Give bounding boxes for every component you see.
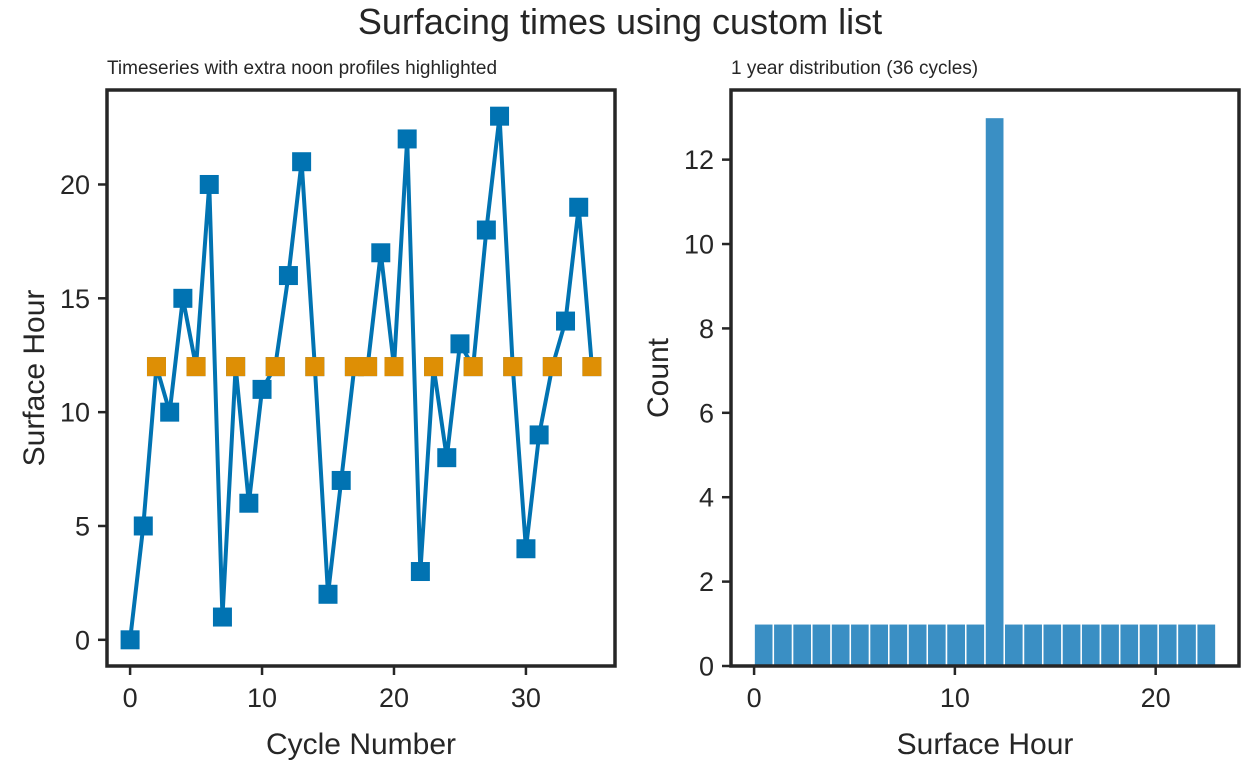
histogram-bar <box>1176 623 1198 667</box>
noon-profile-marker <box>542 357 562 377</box>
timeseries-panel: Timeseries with extra noon profiles high… <box>18 58 617 761</box>
histogram-bar <box>1022 623 1044 667</box>
noon-profile-marker <box>305 357 325 377</box>
histogram-y-tick-label: 2 <box>699 567 714 597</box>
histogram-bar <box>1003 623 1025 667</box>
surface-hour-marker <box>516 539 536 559</box>
histogram-frame <box>729 88 1241 668</box>
surface-hour-marker <box>292 152 312 172</box>
surface-hour-marker <box>120 630 140 650</box>
timeseries-y-axis: 0 5 10 15 20 <box>60 170 107 655</box>
surface-hour-marker <box>239 493 259 513</box>
histogram-title: 1 year distribution (36 cycles) <box>731 58 978 79</box>
noon-profile-marker <box>503 357 523 377</box>
timeseries-y-label: Surface Hour <box>18 290 51 467</box>
timeseries-plot-area <box>120 106 602 650</box>
histogram-x-tick-label: 0 <box>747 683 762 713</box>
histogram-bar <box>772 623 794 667</box>
histogram-bar <box>965 623 986 667</box>
timeseries-y-tick-label: 10 <box>60 398 90 428</box>
histogram-y-tick-label: 10 <box>684 230 714 260</box>
timeseries-x-tick-label: 30 <box>511 683 541 713</box>
histogram-bar <box>791 623 813 667</box>
surface-hour-marker <box>133 516 153 536</box>
noon-profile-marker <box>265 357 285 377</box>
timeseries-x-tick-label: 20 <box>379 683 409 713</box>
histogram-bar <box>907 623 929 667</box>
histogram-x-tick-label: 10 <box>940 683 970 713</box>
histogram-y-tick-label: 0 <box>699 652 714 682</box>
histogram-panel: 1 year distribution (36 cycles) 0 10 20 0 2… <box>642 58 1241 761</box>
histogram-bar <box>1061 623 1082 667</box>
histogram-x-label: Surface Hour <box>897 728 1074 761</box>
histogram-bar <box>1099 623 1121 667</box>
surface-hour-marker <box>556 311 576 331</box>
timeseries-y-tick-label: 15 <box>60 284 90 314</box>
histogram-y-label: Count <box>642 337 675 418</box>
histogram-bar <box>984 116 1005 667</box>
surface-hour-marker <box>529 425 549 445</box>
histogram-bar <box>888 623 909 667</box>
histogram-y-axis: 0 2 4 6 8 10 12 <box>684 145 731 682</box>
surface-hour-marker <box>490 106 510 126</box>
histogram-bar <box>1041 623 1063 667</box>
surface-hour-marker <box>410 562 430 582</box>
histogram-bar <box>868 623 890 667</box>
noon-profile-marker <box>463 357 483 377</box>
timeseries-x-tick-label: 10 <box>247 683 277 713</box>
histogram-y-tick-label: 12 <box>684 145 714 175</box>
timeseries-frame <box>105 88 617 668</box>
surface-hour-marker <box>173 288 193 308</box>
histogram-y-tick-label: 6 <box>699 398 714 428</box>
surface-hour-marker <box>450 334 470 354</box>
surface-hour-marker <box>278 266 298 286</box>
histogram-bar <box>830 623 852 667</box>
surface-hour-marker <box>569 197 589 217</box>
noon-profile-marker <box>582 357 602 377</box>
histogram-bar <box>1157 623 1179 667</box>
timeseries-y-tick-label: 0 <box>75 625 90 655</box>
noon-profile-marker <box>226 357 246 377</box>
histogram-bar <box>1195 623 1217 667</box>
histogram-x-axis: 0 10 20 <box>747 666 1171 713</box>
timeseries-y-tick-label: 20 <box>60 170 90 200</box>
surface-hour-marker <box>476 220 496 240</box>
noon-profile-marker <box>186 357 206 377</box>
histogram-x-tick-label: 20 <box>1141 683 1171 713</box>
surface-hour-marker <box>397 129 417 149</box>
figure-title: Surfacing times using custom list <box>358 1 882 42</box>
histogram-bar <box>811 623 832 667</box>
surface-hour-marker <box>212 607 232 627</box>
noon-profile-marker <box>146 357 166 377</box>
surface-hour-marker <box>252 379 272 399</box>
histogram-bar <box>753 623 775 667</box>
noon-profile-marker <box>424 357 444 377</box>
surface-hour-marker <box>318 584 338 604</box>
timeseries-x-label: Cycle Number <box>266 728 456 761</box>
series-line <box>128 114 594 641</box>
surface-hour-marker <box>371 243 391 263</box>
histogram-bar <box>1118 623 1140 667</box>
timeseries-x-axis: 0 10 20 30 <box>123 666 541 713</box>
timeseries-title: Timeseries with extra noon profiles high… <box>107 58 497 79</box>
timeseries-x-tick-label: 0 <box>123 683 138 713</box>
histogram-y-tick-label: 4 <box>699 483 714 513</box>
histogram-plot-area <box>753 116 1217 667</box>
timeseries-y-tick-label: 5 <box>75 511 90 541</box>
noon-profile-marker <box>384 357 404 377</box>
noon-profile-marker <box>358 357 378 377</box>
surface-hour-marker <box>160 402 180 422</box>
histogram-bar <box>1080 623 1102 667</box>
surface-hour-marker <box>199 174 219 194</box>
histogram-bar <box>926 623 948 667</box>
histogram-bar <box>945 623 967 667</box>
surface-hour-marker <box>331 470 351 490</box>
histogram-bar <box>849 623 871 667</box>
histogram-y-tick-label: 8 <box>699 314 714 344</box>
histogram-bar <box>1138 623 1159 667</box>
surface-hour-marker <box>437 448 457 468</box>
